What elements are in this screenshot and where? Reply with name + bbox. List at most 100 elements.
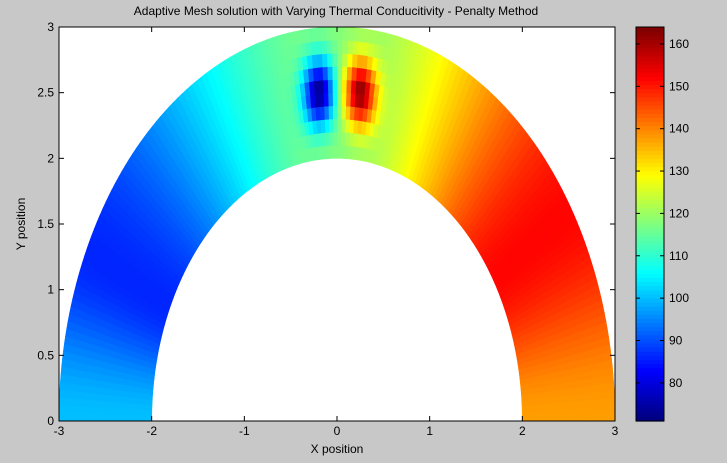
mesh-cell (77, 406, 88, 415)
mesh-cell (341, 92, 347, 107)
mesh-cell (346, 40, 354, 55)
mesh-cell (123, 414, 134, 422)
x-tick-label: -1 (239, 424, 250, 438)
colorbar-swatch (636, 76, 664, 81)
mesh-cell (343, 145, 349, 160)
mesh-cell (531, 415, 542, 422)
colorbar-swatch (636, 51, 664, 57)
colorbar-swatch (636, 84, 664, 90)
mesh-cell (142, 404, 153, 412)
mesh-cell (67, 413, 78, 422)
chart-title: Adaptive Mesh solution with Varying Ther… (134, 4, 538, 18)
mesh-cell (105, 401, 116, 409)
mesh-cell (132, 403, 144, 411)
colorbar-swatch (636, 166, 664, 172)
mesh-cell (577, 399, 588, 408)
mesh-cell (521, 409, 532, 417)
mesh-cell (331, 52, 338, 67)
colorbar-swatch (636, 359, 664, 365)
mesh-cell (567, 400, 579, 409)
mesh-cell (332, 131, 338, 146)
x-tick-label: -2 (146, 424, 157, 438)
colorbar-swatch (636, 158, 664, 164)
colorbar-swatch (636, 215, 664, 221)
colorbar-swatch (636, 146, 664, 151)
colorbar-swatch (636, 59, 664, 65)
colorbar-swatch (636, 400, 664, 406)
mesh-cell (345, 92, 351, 107)
colorbar-swatch (636, 129, 664, 135)
colorbar-swatch (636, 355, 664, 361)
mesh-cell (114, 414, 125, 422)
colorbar-swatch (636, 100, 664, 106)
colorbar-swatch (636, 162, 664, 168)
x-tick-label: 3 (612, 424, 619, 438)
colorbar-swatch (636, 96, 664, 102)
mesh-cell (331, 26, 338, 41)
mesh-cell (95, 400, 107, 409)
mesh-cell (320, 26, 327, 42)
colorbar-swatch (636, 150, 664, 155)
mesh-cell (558, 401, 569, 409)
mesh-cell (326, 66, 333, 81)
colorbar-swatch (636, 133, 664, 139)
colorbar-swatch (636, 141, 664, 147)
colorbar-swatch (636, 236, 664, 242)
mesh-cell (559, 414, 569, 422)
colorbar-swatch (636, 269, 664, 274)
mesh-cell (114, 395, 125, 404)
colorbar-swatch (636, 265, 664, 270)
mesh-cell (332, 92, 338, 107)
mesh-cell (586, 391, 597, 401)
x-axis-ticks: -3 -2 -1 0 1 2 3 (54, 27, 619, 438)
colorbar-swatch (636, 154, 664, 159)
colorbar-swatch (636, 125, 664, 131)
colorbar-swatch (636, 347, 664, 352)
y-tick-label: 2.5 (37, 86, 54, 100)
colorbar-swatch (636, 301, 664, 307)
mesh-cell (345, 105, 351, 120)
mesh-cell (58, 397, 70, 407)
mesh-cell (86, 413, 97, 422)
mesh-cell (577, 406, 588, 415)
mesh-cell (58, 412, 69, 422)
colorbar-swatch (636, 203, 664, 209)
colorbar-swatch (636, 244, 664, 250)
mesh-cell (114, 408, 125, 416)
mesh-cell (336, 39, 343, 54)
mesh-cell (341, 53, 348, 67)
colorbar-swatch (636, 27, 664, 32)
mesh-cell (340, 118, 346, 133)
colorbar-swatch (636, 228, 664, 233)
x-tick-label: -3 (54, 424, 65, 438)
colorbar-swatch (636, 416, 664, 422)
mesh-cell (605, 412, 616, 422)
y-tick-label: 2 (47, 151, 54, 165)
colorbar-tick-label: 130 (669, 164, 689, 178)
mesh-cell (350, 79, 357, 95)
mesh-cell (77, 399, 88, 408)
mesh-cell (321, 53, 328, 68)
y-tick-label: 0.5 (37, 348, 54, 362)
mesh-cell (549, 414, 560, 422)
colorbar-tick-label: 100 (669, 291, 689, 305)
colorbar-swatch (636, 310, 664, 315)
x-tick-label: 1 (426, 424, 433, 438)
mesh-cell (86, 406, 97, 415)
colorbar-swatch (636, 260, 664, 266)
mesh-cell (68, 405, 79, 415)
mesh-cell (123, 408, 134, 416)
mesh-cell (344, 131, 350, 147)
colorbar-swatch (636, 330, 664, 336)
colorbar-swatch (636, 343, 664, 348)
mesh-cell (322, 79, 329, 94)
colorbar-swatch (636, 232, 664, 237)
mesh-cell (340, 131, 346, 146)
mesh-cell (58, 405, 69, 414)
mesh-cell (351, 40, 359, 55)
colorbar-swatch (636, 68, 664, 73)
colorbar-frame (635, 26, 665, 422)
mesh-cell (332, 118, 338, 133)
mesh-cell (328, 118, 334, 133)
mesh-cell (59, 382, 70, 392)
